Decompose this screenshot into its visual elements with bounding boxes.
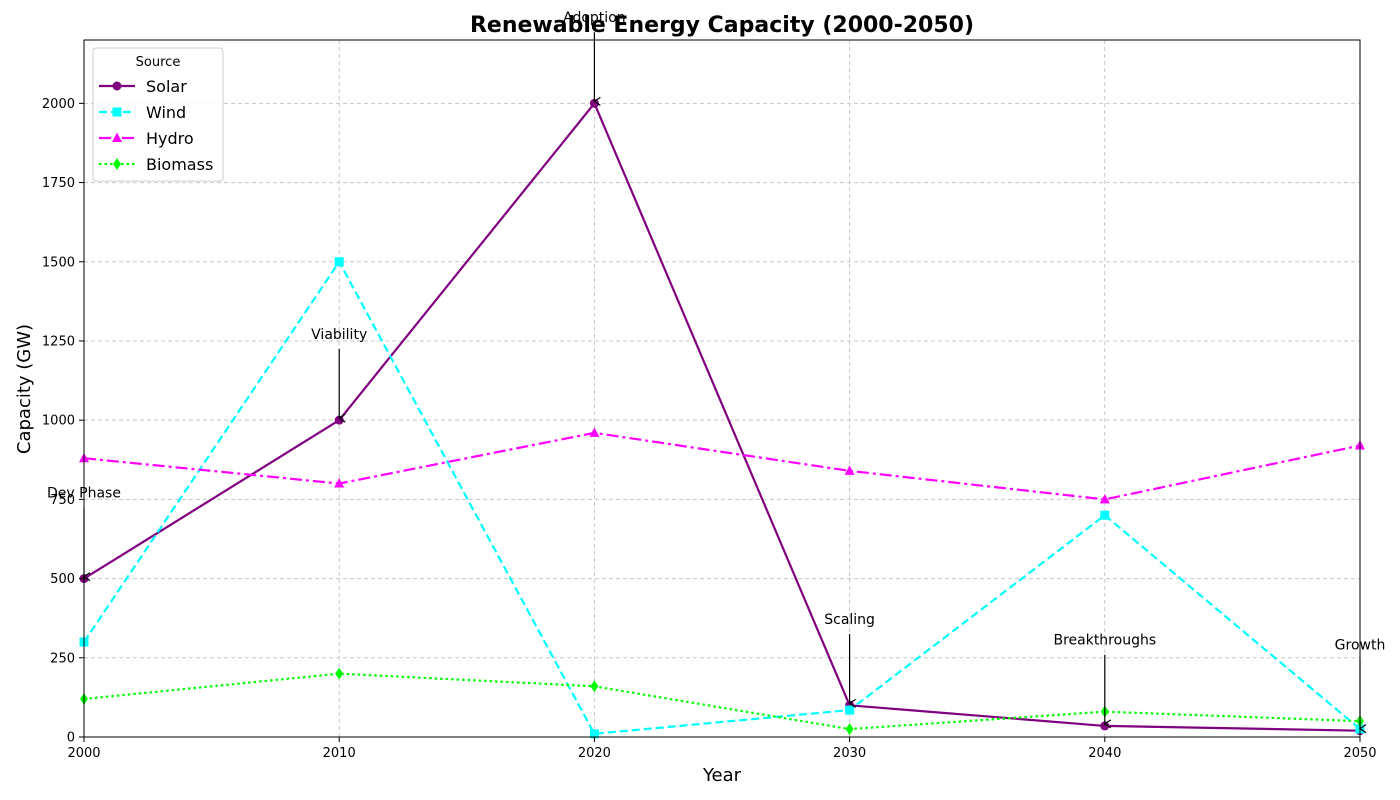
y-tick-label: 1250 <box>42 334 75 349</box>
y-axis-label: Capacity (GW) <box>14 324 35 454</box>
wind-point <box>1100 510 1110 520</box>
wind-point <box>589 729 599 739</box>
legend-label: Hydro <box>146 129 194 148</box>
plot-frame <box>83 39 1361 738</box>
hydro-series <box>79 427 1365 504</box>
y-tick-label: 500 <box>50 572 75 587</box>
solar-line <box>83 102 1361 732</box>
biomass-point <box>335 667 344 680</box>
annotation-label: Breakthroughs <box>1053 633 1156 649</box>
biomass-line <box>83 672 1361 731</box>
x-tick-label: 2030 <box>833 746 866 761</box>
biomass-point <box>845 723 854 736</box>
legend-item-wind: Wind <box>99 103 186 122</box>
solar-series <box>79 98 1365 736</box>
annotations: Dev PhaseViabilityAdoptionScalingBreakth… <box>47 10 1385 729</box>
wind-point <box>845 705 855 715</box>
legend-label: Wind <box>146 103 186 122</box>
hydro-point <box>844 465 855 475</box>
annotation-label: Scaling <box>824 612 875 628</box>
wind-line <box>83 260 1361 735</box>
legend-item-biomass: Biomass <box>99 155 213 174</box>
annotation-label: Viability <box>311 327 367 343</box>
y-tick-label: 750 <box>50 493 75 508</box>
legend-label: Biomass <box>146 155 213 174</box>
annotation-label: Adoption <box>563 10 626 26</box>
hydro-point <box>334 478 345 488</box>
y-tick-label: 1750 <box>42 176 75 191</box>
x-tick-label: 2040 <box>1088 746 1121 761</box>
hydro-point <box>1099 493 1110 504</box>
wind-series <box>79 257 1365 739</box>
hydro-point <box>589 427 600 437</box>
biomass-series <box>80 667 1364 736</box>
hydro-line <box>83 431 1361 501</box>
x-tick-label: 2000 <box>67 746 100 761</box>
legend-swatch-marker <box>112 132 122 142</box>
legend-box <box>92 47 224 182</box>
x-tick-label: 2050 <box>1343 746 1376 761</box>
legend: Source Solar Wind Hydro Biomass <box>92 47 224 182</box>
biomass-point <box>590 680 599 693</box>
x-axis-label: Year <box>702 765 742 786</box>
legend-swatch-marker <box>112 107 122 117</box>
axis-ticks: 2000 2010 2020 2030 2040 2050 0 250 500 750 1000 12… <box>42 97 1377 761</box>
y-tick-label: 2000 <box>42 97 75 112</box>
chart-title: Renewable Energy Capacity (2000-2050) <box>470 13 974 38</box>
series-layer <box>79 98 1365 739</box>
y-tick-label: 250 <box>50 651 75 666</box>
x-tick-label: 2010 <box>323 746 356 761</box>
legend-item-solar: Solar <box>99 77 187 96</box>
x-tick-label: 2020 <box>578 746 611 761</box>
grid <box>83 40 1361 738</box>
legend-swatch-marker <box>112 81 122 91</box>
y-tick-label: 1500 <box>42 255 75 270</box>
y-tick-label: 0 <box>67 731 75 746</box>
legend-label: Solar <box>146 77 187 96</box>
y-tick-label: 1000 <box>42 414 75 429</box>
legend-item-hydro: Hydro <box>99 129 194 148</box>
legend-swatch-marker <box>113 158 121 170</box>
legend-title: Source <box>136 55 181 70</box>
wind-point <box>334 257 344 267</box>
